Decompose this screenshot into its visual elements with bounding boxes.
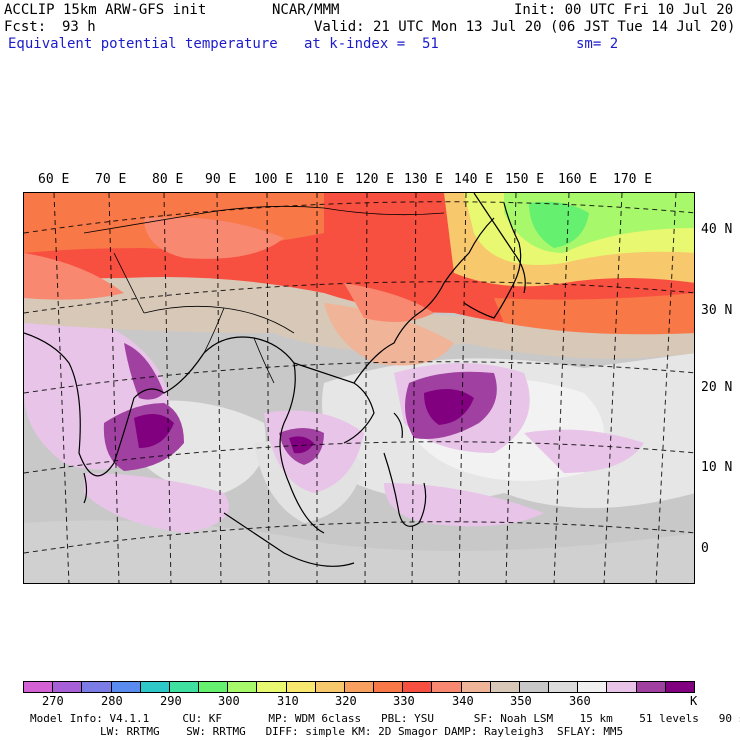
lon-label: 140 E bbox=[454, 172, 494, 187]
lon-label: 60 E bbox=[38, 172, 70, 187]
lon-label: 90 E bbox=[205, 172, 237, 187]
smoothing-label: sm= 2 bbox=[576, 36, 619, 52]
colorbar-tick-label: 290 bbox=[160, 694, 182, 708]
lon-label: 150 E bbox=[505, 172, 545, 187]
colorbar-tick-label: 270 bbox=[42, 694, 64, 708]
colorbar-swatch bbox=[82, 682, 112, 692]
colorbar-swatch bbox=[403, 682, 433, 692]
colorbar-swatch bbox=[549, 682, 579, 692]
colorbar-swatch bbox=[432, 682, 462, 692]
colorbar-swatch bbox=[199, 682, 229, 692]
lon-label: 100 E bbox=[254, 172, 294, 187]
colorbar-tick-label: 310 bbox=[277, 694, 299, 708]
valid-time: Valid: 21 UTC Mon 13 Jul 20 (06 JST Tue … bbox=[314, 19, 736, 35]
colorbar-swatch bbox=[315, 682, 345, 692]
forecast-label: Fcst: bbox=[4, 19, 47, 35]
model-info-line-2: LW: RRTMG SW: RRTMG DIFF: simple KM: 2D … bbox=[100, 725, 624, 738]
lat-label: 30 N bbox=[701, 303, 733, 318]
colorbar-swatch bbox=[286, 682, 316, 692]
colorbar-tick-label: 300 bbox=[218, 694, 240, 708]
lon-label: 70 E bbox=[95, 172, 127, 187]
colorbar-swatch bbox=[53, 682, 83, 692]
colorbar-swatch bbox=[665, 682, 694, 692]
colorbar-swatch bbox=[24, 682, 54, 692]
colorbar-tick-label: 360 bbox=[569, 694, 591, 708]
colorbar-unit: K bbox=[690, 694, 698, 708]
colorbar-swatch bbox=[490, 682, 520, 692]
lon-label: 110 E bbox=[305, 172, 345, 187]
init-time: Init: 00 UTC Fri 10 Jul 20 bbox=[514, 2, 734, 18]
colorbar-swatch bbox=[374, 682, 404, 692]
lon-label: 80 E bbox=[152, 172, 184, 187]
colorbar-swatch bbox=[169, 682, 200, 692]
colorbar-tick-label: 350 bbox=[510, 694, 532, 708]
colorbar-tick-label: 320 bbox=[335, 694, 357, 708]
forecast-hour: 93 h bbox=[62, 19, 96, 35]
colorbar-swatch bbox=[111, 682, 141, 692]
colorbar-tick-label: 340 bbox=[452, 694, 474, 708]
field-name: Equivalent potential temperature bbox=[8, 36, 278, 52]
lat-label: 10 N bbox=[701, 460, 733, 475]
lat-label: 40 N bbox=[701, 222, 733, 237]
model-title: ACCLIP 15km ARW-GFS init bbox=[4, 2, 207, 18]
colorbar-swatch bbox=[519, 682, 550, 692]
colorbar-tick-label: 280 bbox=[101, 694, 123, 708]
colorbar-swatch bbox=[607, 682, 637, 692]
colorbar-swatch bbox=[257, 682, 287, 692]
lon-label: 130 E bbox=[404, 172, 444, 187]
colorbar-swatch bbox=[344, 682, 375, 692]
lat-label: 0 bbox=[701, 541, 709, 556]
colorbar-swatch bbox=[636, 682, 666, 692]
lon-label: 120 E bbox=[355, 172, 395, 187]
colorbar-swatch bbox=[228, 682, 258, 692]
lon-label: 160 E bbox=[558, 172, 598, 187]
organization-label: NCAR/MMM bbox=[272, 2, 340, 18]
lat-label: 20 N bbox=[701, 380, 733, 395]
model-info-line-1: Model Info: V4.1.1 CU: KF MP: WDM 6class… bbox=[30, 712, 740, 725]
colorbar-swatch bbox=[578, 682, 608, 692]
theta-e-map bbox=[23, 192, 695, 584]
colorbar-swatch bbox=[461, 682, 491, 692]
lon-label: 170 E bbox=[613, 172, 653, 187]
colorbar-tick-label: 330 bbox=[393, 694, 415, 708]
level-label: at k-index = 51 bbox=[304, 36, 439, 52]
colorbar-swatch bbox=[140, 682, 170, 692]
map-field bbox=[24, 193, 694, 583]
color-scale-bar bbox=[23, 681, 695, 693]
